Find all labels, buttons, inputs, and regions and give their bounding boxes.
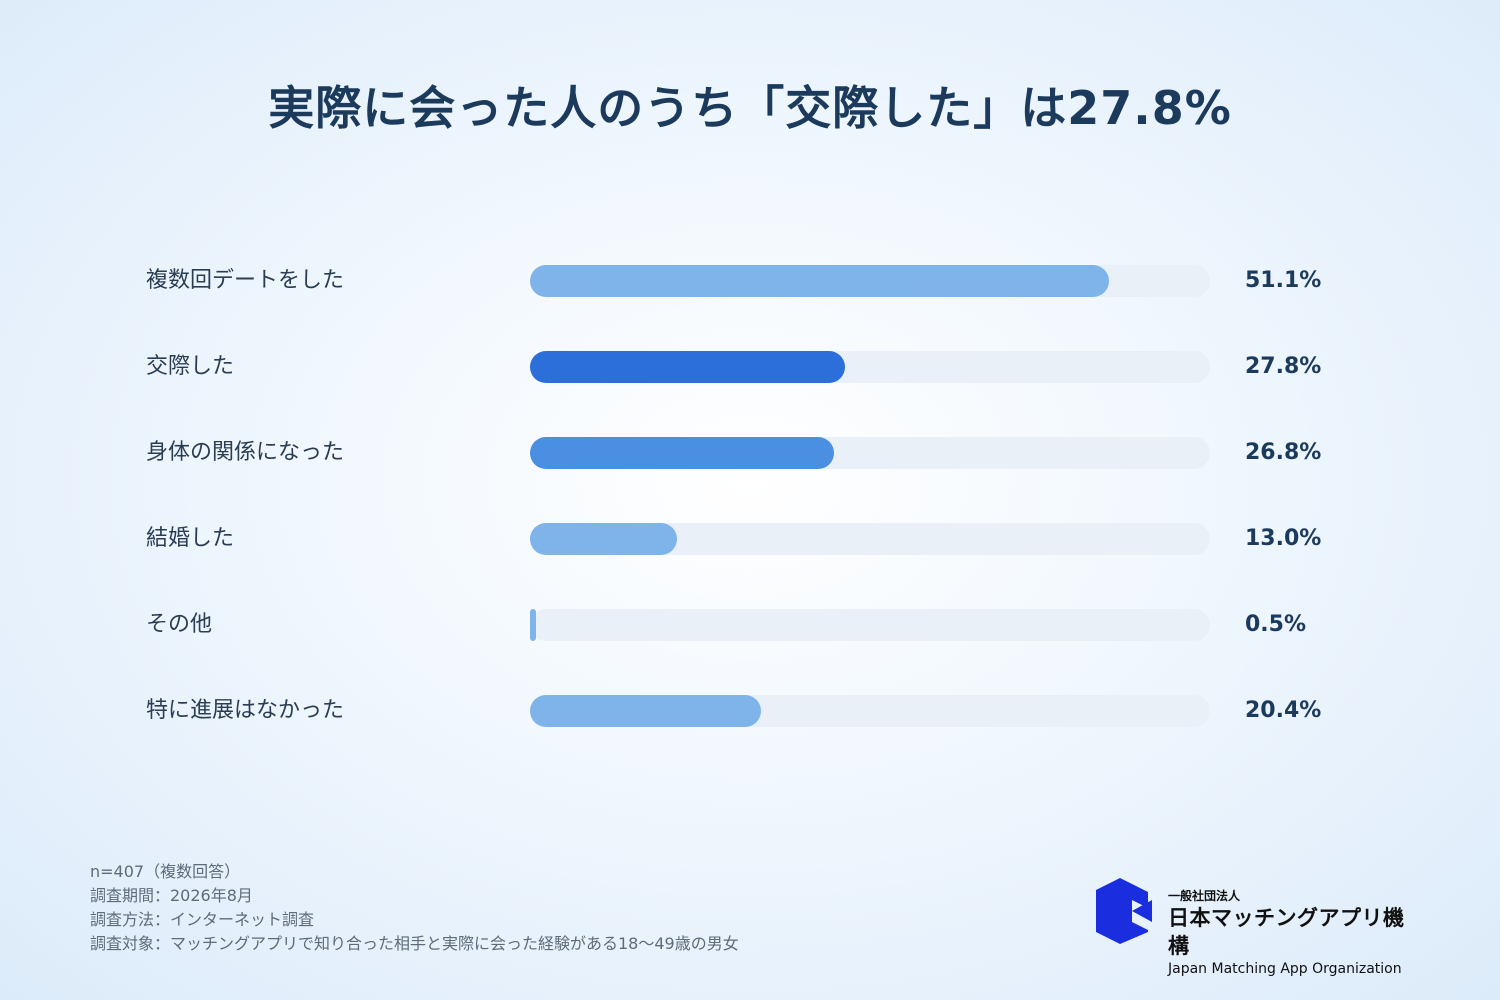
logo-text: 一般社団法人 日本マッチングアプリ機構 Japan Matching App O… bbox=[1168, 888, 1416, 978]
bar bbox=[530, 265, 1110, 297]
value-label: 0.5% bbox=[1245, 612, 1307, 637]
category-label: その他 bbox=[146, 612, 213, 637]
bar bbox=[530, 523, 678, 555]
bar bbox=[530, 609, 536, 641]
value-label: 13.0% bbox=[1245, 526, 1322, 551]
value-label: 20.4% bbox=[1245, 698, 1322, 723]
category-label: 複数回デートをした bbox=[146, 268, 345, 293]
value-label: 26.8% bbox=[1245, 440, 1322, 465]
footnote-target: 調査対象：マッチングアプリで知り合った相手と実際に会った経験がある18〜49歳の… bbox=[90, 934, 739, 953]
logo-org-type: 一般社団法人 bbox=[1168, 889, 1241, 903]
bar bbox=[530, 351, 846, 383]
bar bbox=[530, 437, 834, 469]
value-label: 27.8% bbox=[1245, 354, 1322, 379]
value-label: 51.1% bbox=[1245, 268, 1322, 293]
chart-title: 実際に会った人のうち「交際した」は27.8% bbox=[268, 81, 1232, 135]
bar bbox=[530, 695, 762, 727]
category-label: 身体の関係になった bbox=[146, 440, 345, 465]
category-label: 結婚した bbox=[146, 526, 235, 551]
category-label: 交際した bbox=[146, 354, 235, 379]
footnotes: n=407（複数回答） 調査期間：2026年8月 調査方法：インターネット調査 … bbox=[90, 860, 739, 956]
category-label: 特に進展はなかった bbox=[146, 698, 345, 723]
footnote-sample: n=407（複数回答） bbox=[90, 862, 241, 881]
bar-track bbox=[530, 609, 1210, 641]
organization-logo: 一般社団法人 日本マッチングアプリ機構 Japan Matching App O… bbox=[1096, 878, 1416, 977]
footnote-period: 調査期間：2026年8月 bbox=[90, 886, 253, 905]
footnote-method: 調査方法：インターネット調査 bbox=[90, 910, 315, 929]
logo-org-name: 日本マッチングアプリ機構 bbox=[1168, 906, 1405, 958]
logo-org-english: Japan Matching App Organization bbox=[1168, 961, 1402, 977]
logo-mark-icon bbox=[1096, 878, 1152, 944]
